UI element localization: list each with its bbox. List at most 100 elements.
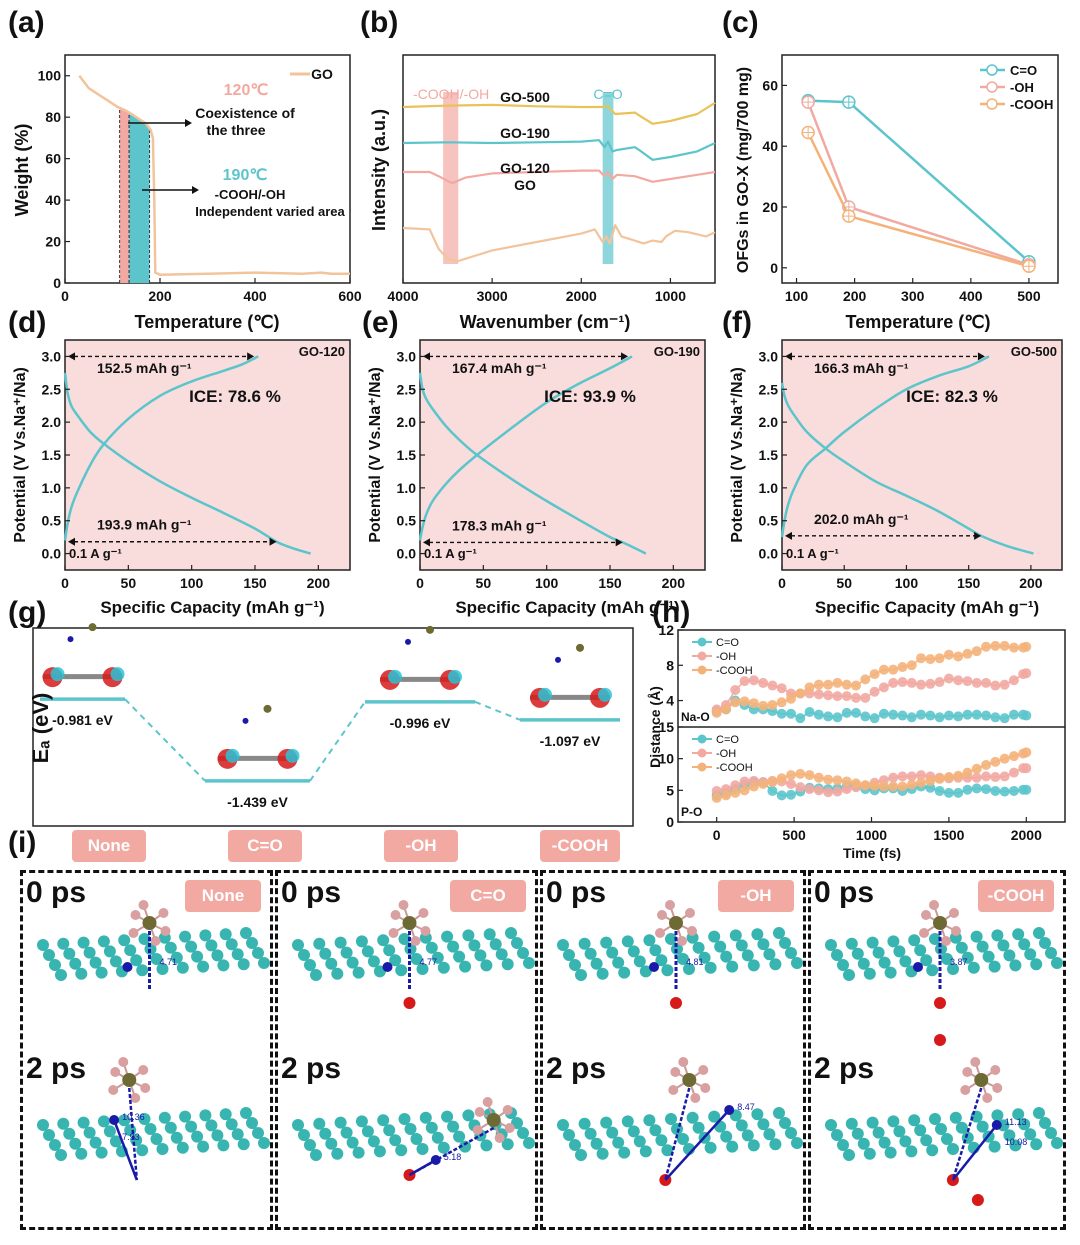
carbon-atom xyxy=(791,957,803,969)
discharge-capacity-label: 178.3 mAh g⁻¹ xyxy=(452,517,547,533)
series-line-charge xyxy=(63,355,259,541)
carbon-atom xyxy=(563,1129,575,1141)
carbon-atom xyxy=(683,963,695,975)
carbon-atom xyxy=(389,1134,402,1147)
x-tick-label-b: 1000 xyxy=(655,288,686,304)
legend-marker xyxy=(697,734,707,744)
carbon-atom xyxy=(97,1115,110,1128)
legend-label: -OH xyxy=(716,748,736,760)
carbon-atom xyxy=(164,941,177,954)
carbon-atom xyxy=(741,949,754,962)
carbon-atom xyxy=(138,933,151,945)
x-axis-label-a: Temperature (℃) xyxy=(135,312,280,332)
legend-label: -OH xyxy=(1010,80,1034,95)
carbon-atom xyxy=(331,1147,344,1160)
carbon-atom xyxy=(480,959,493,972)
carbon-atom xyxy=(857,957,870,970)
data-point xyxy=(897,662,908,673)
data-point xyxy=(869,713,880,724)
energy-connector xyxy=(309,701,366,782)
carbon-atom xyxy=(185,940,198,953)
carbon-atom xyxy=(618,966,631,979)
carbon-atom xyxy=(37,939,49,951)
arrow-head xyxy=(185,119,192,127)
data-point xyxy=(999,753,1010,764)
data-point xyxy=(832,691,843,702)
carbon-atom xyxy=(103,1125,116,1138)
data-point xyxy=(934,677,945,688)
carbon-atom xyxy=(361,1125,374,1138)
carbon-atom xyxy=(785,1127,797,1139)
current-density-label: 0.1 A g⁻¹ xyxy=(69,546,122,561)
current-density-label: 0.1 A g⁻¹ xyxy=(786,546,839,561)
y-tick-label-a: 60 xyxy=(45,151,61,167)
y-tick-label-a: 80 xyxy=(45,109,61,125)
distance-line xyxy=(112,1119,139,1181)
carbon-atom xyxy=(600,1116,613,1129)
f-atom xyxy=(687,926,697,936)
carbon-atom xyxy=(425,1121,438,1134)
data-point xyxy=(748,781,759,792)
carbon-atom xyxy=(926,964,939,977)
carbon-atom xyxy=(511,937,523,949)
data-point xyxy=(869,780,880,791)
carbon-atom xyxy=(1003,1129,1016,1142)
carbon-atom xyxy=(704,1141,717,1154)
carbon-atom xyxy=(863,967,876,980)
carbon-atom xyxy=(437,1141,450,1154)
carbon-atom xyxy=(43,949,55,961)
carbon-atom xyxy=(686,1111,699,1124)
p-atom xyxy=(682,1073,697,1087)
data-point xyxy=(711,792,722,803)
y-tick-label-f: 3.0 xyxy=(759,348,779,364)
y-axis-label-c: OFGs in GO-X (mg/700 mg) xyxy=(735,67,752,273)
carbon-atom xyxy=(661,1144,674,1157)
data-point xyxy=(730,697,741,708)
data-point xyxy=(953,770,964,781)
carbon-atom xyxy=(747,959,760,972)
data-point xyxy=(720,704,731,715)
data-point xyxy=(730,684,741,695)
data-point xyxy=(1008,675,1019,686)
group-tag: -OH xyxy=(718,880,794,912)
carbon-atom xyxy=(43,1129,55,1141)
carbon-atom xyxy=(741,1129,754,1142)
carbon-atom xyxy=(158,1111,171,1124)
data-point xyxy=(804,682,815,693)
data-point xyxy=(962,767,973,778)
x-tick-label-c: 400 xyxy=(959,288,983,304)
carbon-atom xyxy=(383,944,396,957)
y-tick-label-h: 0 xyxy=(666,814,674,830)
data-point xyxy=(916,770,927,781)
data-point xyxy=(869,686,880,697)
molecular-snapshot: 4.71 10.36 7.93 xyxy=(37,900,270,1181)
data-point xyxy=(739,696,750,707)
x-tick-label-e: 200 xyxy=(662,575,686,591)
data-point xyxy=(795,713,806,724)
carbon-atom xyxy=(130,954,143,967)
f-atom xyxy=(420,926,431,936)
data-point xyxy=(739,776,750,787)
annotation-coexist: the three xyxy=(206,122,265,138)
y-axis-label-g: Eₐ (eV) xyxy=(28,693,53,764)
arrow-head xyxy=(615,538,623,547)
carbon-atom xyxy=(1045,1127,1057,1139)
tag-none: None xyxy=(72,830,146,862)
na-ion xyxy=(242,717,249,724)
data-point xyxy=(962,709,973,720)
carbon-atom xyxy=(726,1140,739,1153)
data-point xyxy=(878,708,889,719)
f-atom xyxy=(128,928,139,938)
carbon-atom xyxy=(489,938,502,951)
p-atom xyxy=(122,1073,137,1087)
carbon-atom xyxy=(779,937,791,949)
band-highlight xyxy=(602,92,614,264)
carbon-atom xyxy=(893,945,906,958)
arrow-head xyxy=(247,352,255,361)
data-point xyxy=(934,785,945,796)
carbon-atom xyxy=(459,960,472,973)
carbon-atom xyxy=(621,935,634,948)
data-point xyxy=(897,710,908,721)
data-point xyxy=(841,784,852,795)
